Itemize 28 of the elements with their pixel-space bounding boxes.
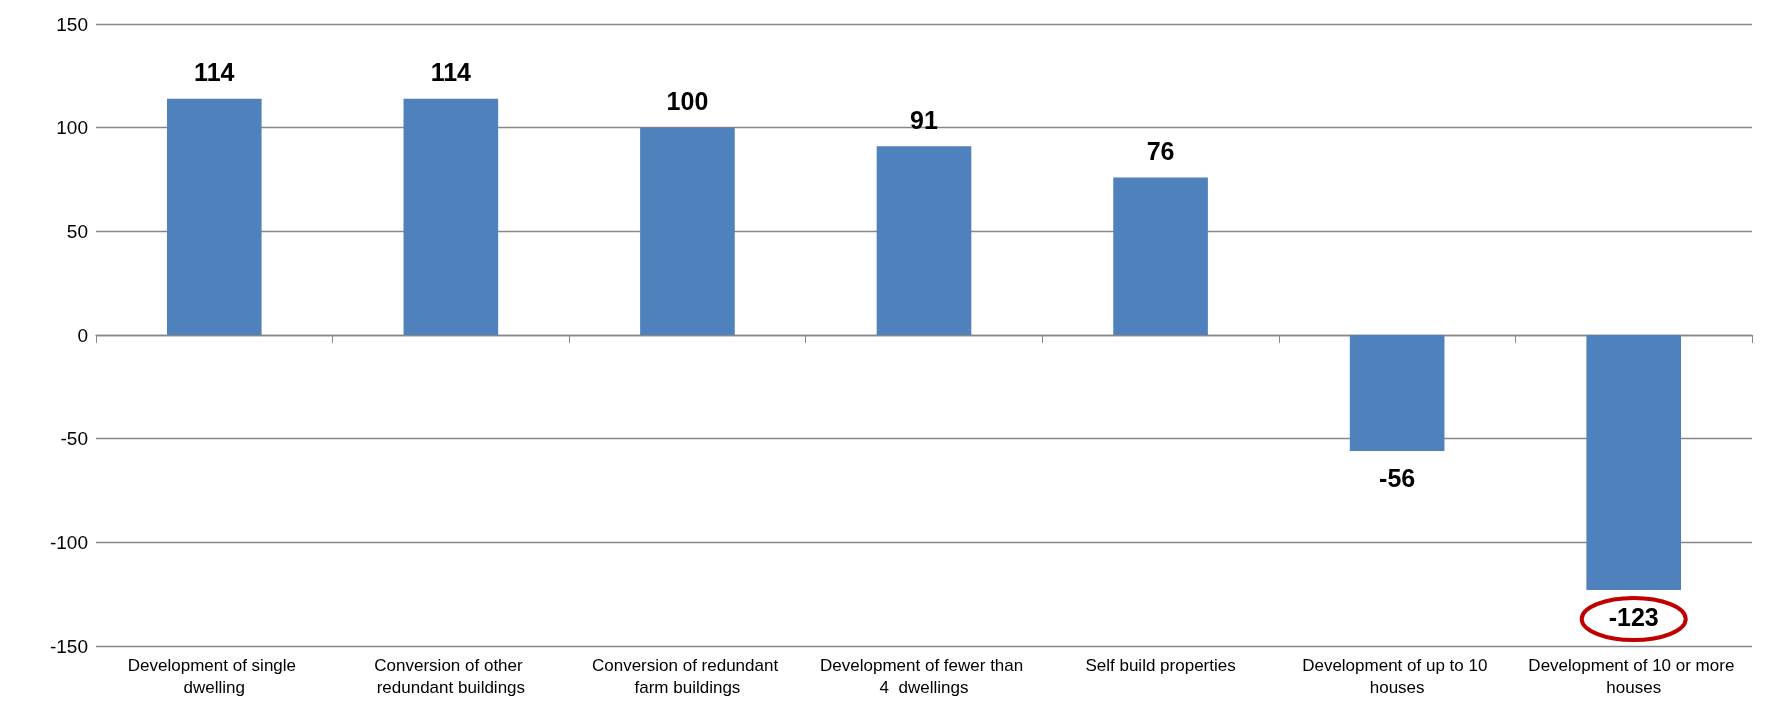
data-label: 91	[910, 105, 938, 134]
x-tick-label: Development of fewer than 4 dwellings	[820, 655, 1028, 697]
x-tick-label: Development of 10 or more houses	[1528, 655, 1740, 697]
bar	[876, 146, 972, 335]
x-tick-label: Conversion of redundant farm buildings	[591, 655, 783, 697]
bar	[1349, 335, 1445, 452]
x-tick-label: Self build properties	[1085, 655, 1236, 675]
bar	[1113, 177, 1208, 335]
x-tick-label: Development of single dwelling	[127, 655, 301, 697]
y-tick-label: -150	[49, 635, 88, 657]
bar	[403, 98, 499, 335]
data-label: 76	[1146, 136, 1175, 165]
bar	[1586, 335, 1682, 591]
x-tick-label: Conversion of other redundant buildings	[374, 655, 528, 697]
y-tick-label: -100	[49, 531, 88, 553]
bar	[640, 127, 735, 335]
y-tick-label: 50	[66, 220, 88, 242]
data-label: 100	[666, 87, 709, 116]
y-tick-label: 0	[77, 324, 88, 346]
data-label: 114	[194, 58, 235, 87]
y-tick-label: 150	[56, 13, 88, 35]
bar	[166, 98, 262, 335]
data-label: -56	[1379, 463, 1416, 492]
y-tick-label: -50	[60, 428, 88, 450]
y-tick-label: 100	[56, 117, 88, 139]
data-label: 114	[430, 58, 472, 87]
data-label: -123	[1608, 602, 1659, 631]
x-tick-label: Development of up to 10 houses	[1302, 655, 1493, 697]
